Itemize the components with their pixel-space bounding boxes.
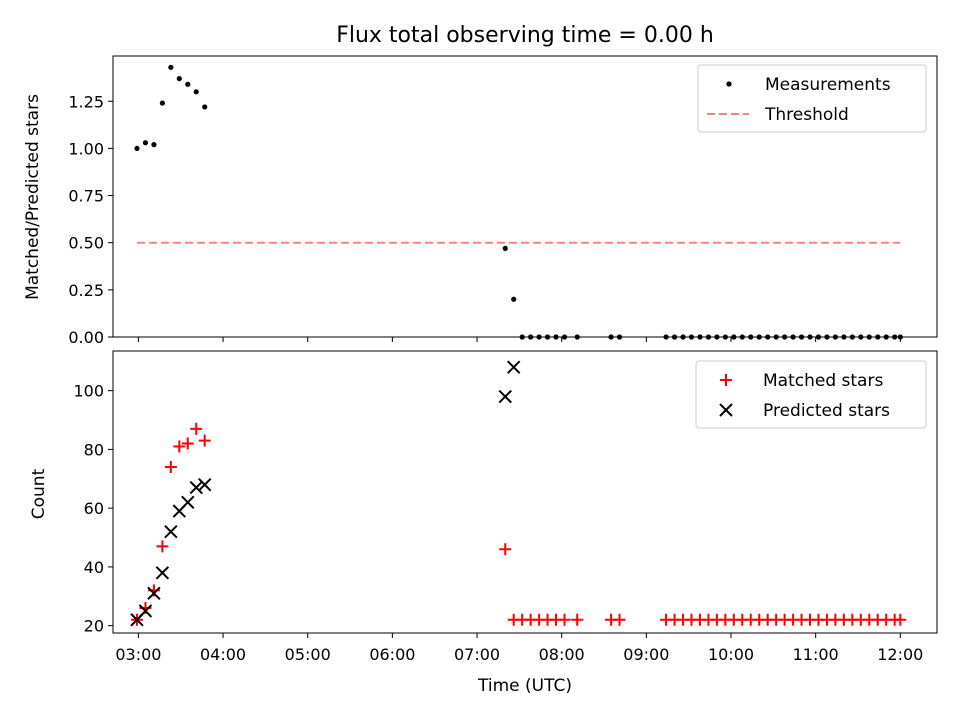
predicted-star-point xyxy=(147,586,161,601)
legend-matched-label: Matched stars xyxy=(763,371,883,391)
x-tick-label: 10:00 xyxy=(708,645,754,664)
matched-star-point xyxy=(164,461,177,474)
predicted-star-point xyxy=(155,566,170,580)
y-tick-label: 0.50 xyxy=(68,234,104,253)
x-tick-label: 11:00 xyxy=(793,645,839,664)
predicted-star-point xyxy=(507,360,521,374)
legend-matched-marker xyxy=(720,374,732,386)
measurement-point xyxy=(176,76,182,82)
x-tick-label: 12:00 xyxy=(877,645,923,664)
x-tick-label: 03:00 xyxy=(115,645,161,664)
predicted-star-point xyxy=(164,524,178,539)
measurement-point xyxy=(142,140,149,146)
measurement-point xyxy=(193,89,199,95)
y-tick-label: 1.25 xyxy=(68,92,104,111)
plot-frame xyxy=(112,55,938,338)
legend-predicted-label: Predicted stars xyxy=(763,401,890,421)
y-tick-label: 60 xyxy=(84,499,104,518)
matched-star-point xyxy=(613,613,626,626)
matched-star-point xyxy=(198,434,211,447)
y-tick-label: 0.25 xyxy=(68,281,104,300)
measurement-point xyxy=(202,104,208,110)
legend-threshold-label: Threshold xyxy=(764,105,849,125)
top-legend: Measurements Threshold xyxy=(697,64,927,133)
y-tick-label: 0.00 xyxy=(68,328,104,347)
y-tick-label: 100 xyxy=(73,382,104,401)
measurement-point xyxy=(159,100,165,106)
matched-star-point xyxy=(190,422,203,435)
matched-star-point xyxy=(894,613,907,626)
y-tick-label: 0.75 xyxy=(68,187,104,206)
legend-predicted-marker xyxy=(719,403,733,417)
matched-star-point xyxy=(181,437,194,450)
bottom-legend: Matched stars Predicted stars xyxy=(695,360,927,429)
y-tick-label: 20 xyxy=(84,617,104,636)
top-chart-title: Flux total observing time = 0.00 h xyxy=(336,23,714,48)
predicted-star-point xyxy=(189,480,203,495)
top-y-axis-label: Matched/Predicted stars xyxy=(23,94,43,300)
predicted-star-point xyxy=(198,477,212,492)
y-tick-label: 40 xyxy=(84,558,104,577)
measurement-point xyxy=(511,296,517,302)
top-plot-area: 0.00 0.25 0.50 0.75 1.00 1.25 xyxy=(68,55,938,347)
y-tick-label: 80 xyxy=(84,440,104,459)
x-tick-label: 04:00 xyxy=(200,645,246,664)
matched-star-point xyxy=(173,440,186,453)
x-axis-label: Time (UTC) xyxy=(477,676,572,696)
measurement-point xyxy=(168,64,174,70)
bottom-y-axis-label: Count xyxy=(29,468,49,519)
measurement-point xyxy=(502,245,508,251)
legend-measurements-label: Measurements xyxy=(765,75,891,95)
legend-measurements-marker xyxy=(726,81,732,87)
bottom-plot-area: 20 40 60 80 100 03:00 04:00 05:00 06:00 07:00 08:0… xyxy=(73,350,938,664)
predicted-star-point xyxy=(181,495,195,509)
y-tick-label: 1.00 xyxy=(68,139,104,158)
matched-star-point xyxy=(571,613,584,626)
matched-star-point xyxy=(499,543,512,556)
predicted-star-point xyxy=(498,389,512,404)
measurement-point xyxy=(151,142,157,148)
x-tick-label: 07:00 xyxy=(454,645,500,664)
x-tick-label: 05:00 xyxy=(285,645,331,664)
x-tick-label: 09:00 xyxy=(623,645,669,664)
matched-star-point xyxy=(156,540,169,553)
measurement-point xyxy=(185,81,191,87)
measurement-point xyxy=(134,145,140,152)
x-tick-label: 06:00 xyxy=(369,645,415,664)
matched-star-point xyxy=(558,613,571,626)
predicted-star-point xyxy=(138,604,153,618)
x-tick-label: 08:00 xyxy=(539,645,585,664)
plot-frame xyxy=(112,350,938,634)
